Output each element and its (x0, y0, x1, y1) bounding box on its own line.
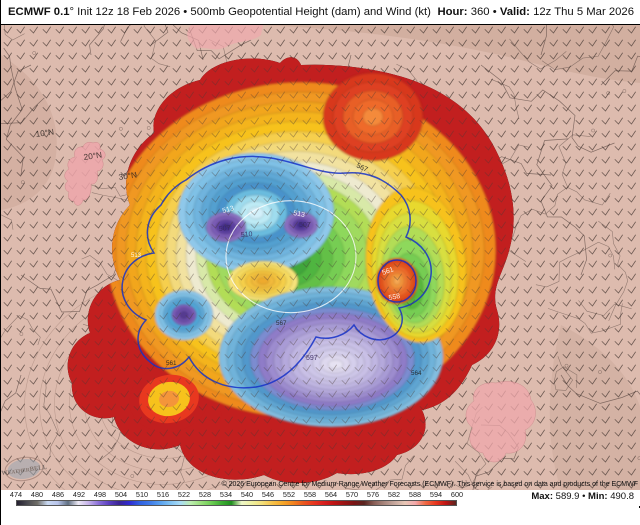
svg-text:567: 567 (276, 320, 287, 327)
svg-text:510: 510 (241, 231, 253, 239)
svg-text:507: 507 (299, 222, 311, 229)
svg-text:597: 597 (306, 355, 318, 362)
svg-text:561: 561 (166, 360, 177, 367)
svg-text:513: 513 (131, 253, 142, 259)
svg-text:507: 507 (219, 225, 231, 233)
svg-text:564: 564 (411, 370, 422, 377)
svg-text:© 2026 European Centre for Med: © 2026 European Centre for Medium-Range … (221, 480, 638, 488)
